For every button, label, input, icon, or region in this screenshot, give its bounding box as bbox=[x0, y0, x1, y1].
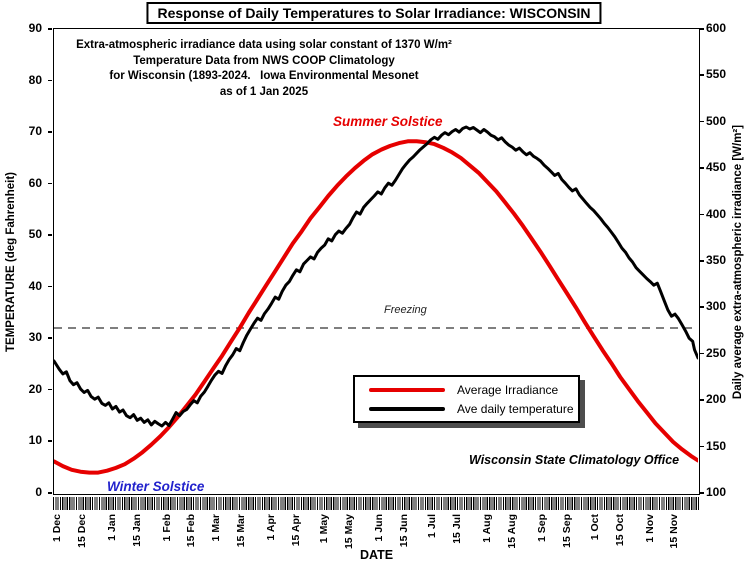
y-tick-label-right: 450 bbox=[706, 160, 727, 175]
y-tick-mark-left bbox=[48, 440, 52, 442]
y-tick-label-left: 0 bbox=[35, 485, 42, 499]
x-tick-label: 1 Jan bbox=[105, 514, 118, 541]
y-tick-mark-left bbox=[48, 388, 52, 391]
legend-item-temperature: Ave daily temperature bbox=[355, 402, 578, 416]
chart-title: Response of Daily Temperatures to Solar … bbox=[146, 2, 602, 24]
legend-item-irradiance: Average Irradiance bbox=[355, 383, 578, 397]
x-tick-label: 15 Mar bbox=[235, 514, 247, 548]
winter-solstice-annotation: Winter Solstice bbox=[107, 479, 205, 494]
y-tick-label-right: 600 bbox=[706, 21, 727, 35]
x-tick-label: 15 Jan bbox=[130, 514, 143, 547]
x-tick-label: 15 Feb bbox=[185, 514, 198, 548]
y-tick-label-left: 40 bbox=[28, 278, 42, 293]
y-tick-mark-left bbox=[48, 234, 52, 236]
x-tick-label: 1 Feb bbox=[160, 514, 173, 542]
y-tick-label-left: 30 bbox=[28, 330, 42, 345]
series-line-irradiance bbox=[54, 139, 698, 475]
plot-area bbox=[53, 28, 700, 495]
y-tick-mark-left bbox=[48, 492, 52, 494]
freezing-annotation: Freezing bbox=[384, 304, 427, 316]
y-tick-label-right: 500 bbox=[706, 113, 727, 128]
y-tick-mark-left bbox=[48, 285, 52, 288]
x-tick-label: 15 Jul bbox=[450, 514, 463, 544]
y-tick-mark-right bbox=[700, 260, 704, 262]
y-tick-label-right: 100 bbox=[706, 485, 727, 499]
x-tick-label: 15 Jun bbox=[397, 514, 410, 548]
y-tick-label-left: 90 bbox=[28, 21, 42, 35]
x-tick-label: 1 Aug bbox=[480, 514, 493, 543]
subtitle-line: Extra-atmospheric irradiance data using … bbox=[76, 39, 452, 51]
x-tick-label: 1 Mar bbox=[210, 514, 223, 542]
subtitle-line: for Wisconsin (1893-2024. Iowa Environme… bbox=[109, 70, 419, 82]
y-tick-label-right: 150 bbox=[706, 438, 727, 453]
x-tick-label: 1 May bbox=[318, 514, 331, 544]
x-tick-label: 15 Nov bbox=[668, 514, 681, 549]
y-tick-mark-right bbox=[700, 352, 704, 355]
x-axis-title: DATE bbox=[360, 548, 394, 562]
x-tick-label: 15 May bbox=[342, 514, 355, 550]
y-tick-mark-right bbox=[700, 28, 704, 30]
y-tick-mark-right bbox=[700, 399, 704, 401]
x-tick-label: 1 Jul bbox=[426, 514, 439, 538]
daily-tick-band bbox=[53, 497, 700, 510]
y-tick-mark-right bbox=[700, 492, 704, 494]
y-tick-label-right: 300 bbox=[706, 299, 727, 314]
y-tick-label-left: 60 bbox=[28, 175, 42, 190]
y-tick-label-right: 400 bbox=[706, 206, 727, 221]
black-line-swatch bbox=[369, 406, 445, 411]
y-tick-mark-right bbox=[700, 306, 704, 308]
y-tick-label-left: 80 bbox=[28, 72, 42, 87]
plot-canvas bbox=[54, 125, 698, 475]
y-tick-label-right: 200 bbox=[706, 392, 727, 407]
y-tick-label-right: 550 bbox=[706, 67, 727, 82]
x-tick-label: 1 Nov bbox=[643, 514, 656, 543]
legend-box: Average Irradiance Ave daily temperature bbox=[353, 375, 580, 423]
y-tick-mark-left bbox=[48, 79, 52, 82]
y-tick-label-left: 70 bbox=[28, 124, 42, 139]
red-line-swatch bbox=[369, 387, 445, 392]
y-tick-label-left: 50 bbox=[28, 227, 42, 242]
y-tick-mark-right bbox=[700, 213, 704, 216]
legend-label: Average Irradiance bbox=[457, 382, 559, 397]
y-tick-label-left: 20 bbox=[28, 381, 42, 396]
x-tick-label: 15 Oct bbox=[613, 514, 626, 547]
x-tick-label: 15 Aug bbox=[505, 514, 518, 549]
x-tick-label: 1 Dec bbox=[51, 514, 63, 543]
x-tick-label: 15 Dec bbox=[75, 514, 88, 548]
subtitle-line: as of 1 Jan 2025 bbox=[219, 85, 309, 98]
summer-solstice-annotation: Summer Solstice bbox=[333, 114, 443, 129]
legend-label: Ave daily temperature bbox=[457, 401, 574, 416]
x-tick-label: 15 Apr bbox=[289, 514, 302, 547]
credit-annotation: Wisconsin State Climatology Office bbox=[469, 453, 680, 467]
y-tick-label-right: 250 bbox=[706, 345, 727, 360]
y-tick-mark-left bbox=[48, 182, 52, 185]
series-line-temperature bbox=[54, 125, 698, 428]
x-tick-label: 1 Jun bbox=[373, 514, 385, 542]
x-tick-label: 1 Sep bbox=[535, 514, 548, 543]
y-tick-mark-left bbox=[48, 131, 52, 133]
y-tick-label-left: 10 bbox=[28, 433, 42, 448]
x-tick-label: 1 Oct bbox=[588, 514, 601, 541]
subtitle-line: Temperature Data from NWS COOP Climatolo… bbox=[133, 54, 395, 67]
y-axis-left-title: TEMPERATURE (deg Fahrenheit) bbox=[5, 172, 17, 352]
y-tick-mark-right bbox=[700, 445, 704, 448]
y-tick-mark-right bbox=[700, 120, 704, 123]
y-tick-mark-left bbox=[48, 28, 52, 30]
y-tick-mark-left bbox=[48, 337, 52, 339]
x-tick-label: 1 Apr bbox=[265, 514, 278, 541]
y-tick-mark-right bbox=[700, 74, 704, 76]
chart-subtitle: Extra-atmospheric irradiance data using … bbox=[0, 38, 528, 100]
y-tick-label-right: 350 bbox=[706, 253, 727, 267]
y-tick-mark-right bbox=[700, 167, 704, 169]
x-tick-label: 15 Sep bbox=[560, 514, 573, 548]
